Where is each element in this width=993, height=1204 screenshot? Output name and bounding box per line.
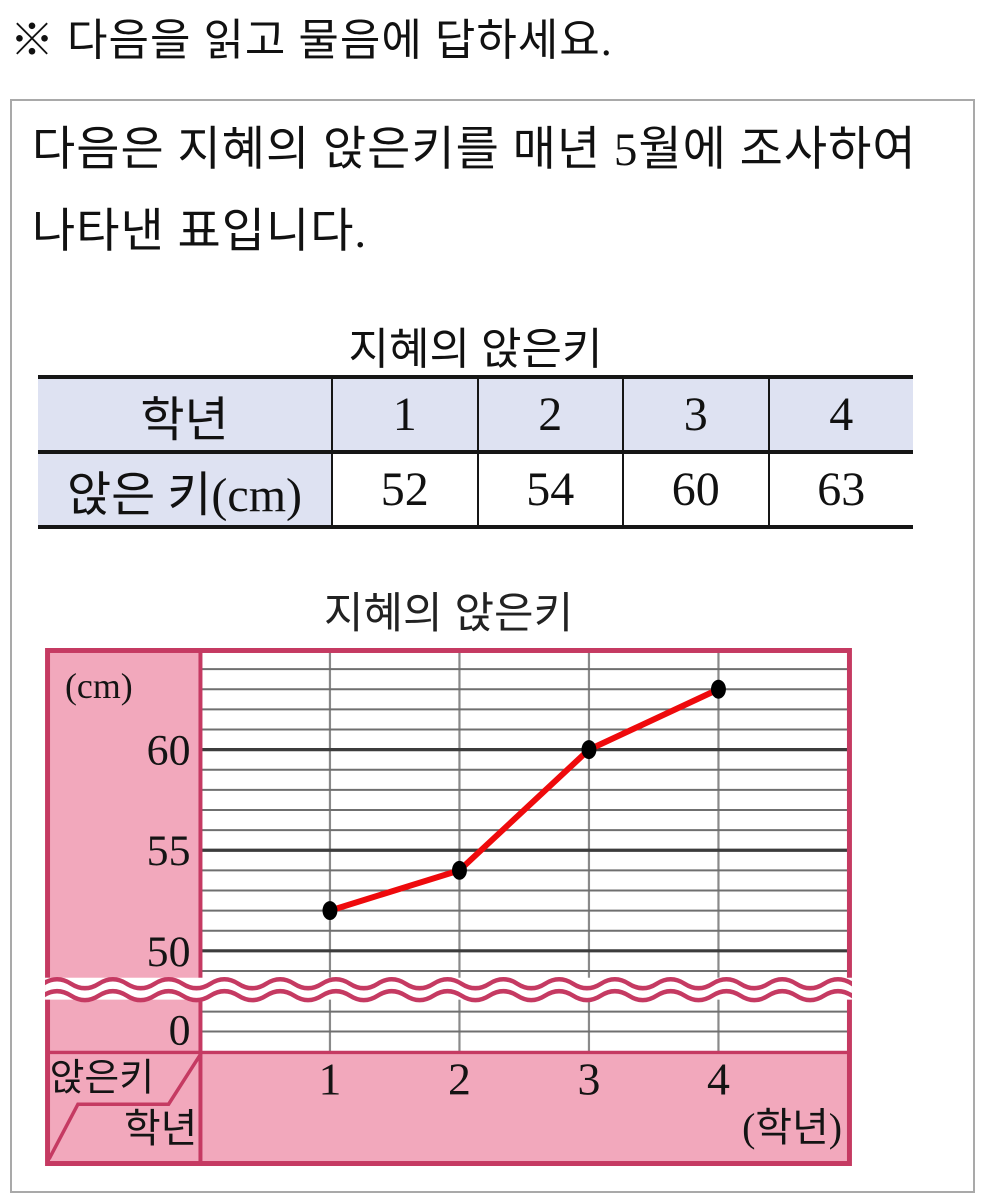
line-chart: (cm) 60 55 50 0 1 2 3 4 앉은키 학년 (학년)	[41, 648, 882, 1166]
y-tick-labels: 60 55 50	[147, 727, 191, 976]
corner-col-label: 학년	[124, 1106, 197, 1151]
data-table: 학년 1 2 3 4 앉은 키(cm) 52 54 60 63	[38, 375, 913, 529]
y-tick-label: 60	[147, 727, 191, 775]
axis-break	[41, 976, 882, 1003]
data-point	[581, 740, 597, 760]
chart-title: 지혜의 앉은키	[323, 590, 574, 638]
x-axis-band	[49, 1052, 848, 1163]
x-tick-label: 1	[319, 1053, 342, 1104]
table-data-cell: 63	[767, 454, 913, 525]
x-tick-label: 3	[578, 1053, 601, 1104]
zero-tick-label: 0	[169, 1006, 191, 1054]
table-data-cell: 60	[622, 454, 768, 525]
trend-line	[326, 686, 722, 914]
x-axis-unit-label: (학년)	[742, 1105, 842, 1150]
table-header-cell: 학년	[38, 379, 331, 450]
gridlines	[200, 651, 848, 1053]
table-header-cell: 2	[476, 379, 622, 450]
passage: 다음은 지혜의 앉은키를 매년 5월에 조사하여 나타낸 표입니다.	[32, 109, 962, 273]
passage-line-2: 나타낸 표입니다.	[32, 206, 368, 258]
table-header-cell: 1	[331, 379, 477, 450]
table-title: 지혜의 앉은키	[348, 325, 603, 374]
x-tick-label: 4	[707, 1053, 730, 1104]
y-unit-label: (cm)	[65, 666, 133, 706]
data-point	[451, 860, 467, 880]
table-data-row: 앉은 키(cm) 52 54 60 63	[38, 454, 913, 525]
axis-break-gap	[45, 977, 852, 1000]
corner-row-label: 앉은키	[50, 1057, 154, 1099]
axis-break-wave	[41, 988, 882, 1003]
data-point	[710, 679, 726, 699]
axis-break-wave	[41, 976, 882, 991]
table-header-cell: 3	[622, 379, 768, 450]
y-tick-label: 50	[147, 928, 191, 976]
data-series	[322, 679, 726, 921]
table-header-row: 학년 1 2 3 4	[38, 379, 913, 454]
chart-area: (cm) 60 55 50 0 1 2 3 4 앉은키 학년 (학년)	[41, 648, 882, 1166]
table-row-label: 앉은 키(cm)	[38, 454, 331, 525]
y-tick-label: 55	[147, 827, 191, 875]
table-data-cell: 54	[476, 454, 622, 525]
corner-cell-diagonal	[47, 1053, 202, 1160]
chart-frame	[45, 648, 852, 1166]
x-tick-labels: 1 2 3 4	[319, 1053, 731, 1104]
document-box: 다음은 지혜의 앉은키를 매년 5월에 조사하여 나타낸 표입니다. 지혜의 앉…	[10, 99, 975, 1193]
table-header-cell: 4	[767, 379, 913, 450]
passage-line-1: 다음은 지혜의 앉은키를 매년 5월에 조사하여	[32, 124, 917, 176]
table-data-cell: 52	[331, 454, 477, 525]
x-tick-label: 2	[448, 1053, 471, 1104]
data-point	[322, 901, 338, 921]
instruction-text: ※ 다음을 읽고 물음에 답하세요.	[10, 16, 613, 65]
